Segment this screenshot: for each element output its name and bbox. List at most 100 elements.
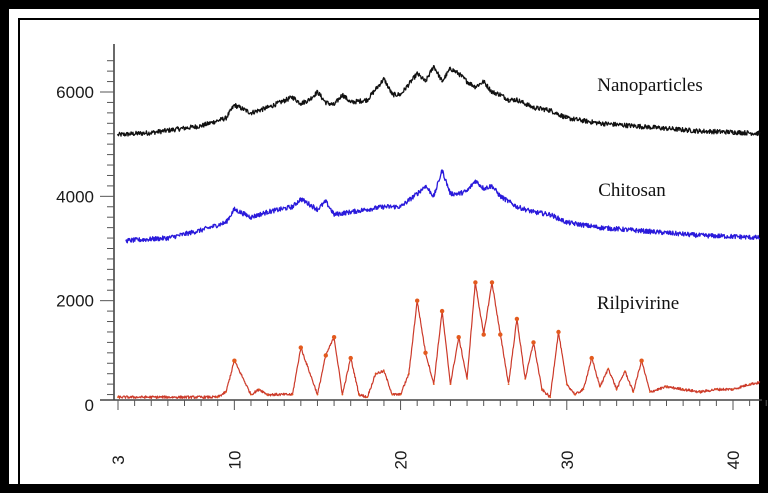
- data-point: [466, 378, 468, 380]
- data-point: [565, 117, 568, 119]
- data-point: [665, 385, 668, 388]
- data-point: [348, 355, 353, 361]
- data-point: [423, 350, 428, 355]
- data-point: [457, 72, 460, 75]
- data-point: [491, 91, 493, 93]
- data-point: [324, 200, 327, 203]
- data-point: [698, 391, 701, 393]
- data-point: [449, 192, 452, 195]
- y-tick-label: 0: [85, 396, 94, 415]
- data-point: [682, 388, 684, 391]
- data-point: [266, 211, 269, 213]
- data-point: [473, 280, 478, 285]
- data-point: [649, 391, 651, 393]
- series-layer: [117, 65, 761, 400]
- data-point: [349, 101, 352, 104]
- data-point: [624, 370, 626, 372]
- data-point: [507, 98, 510, 101]
- data-point: [291, 205, 294, 208]
- data-point: [408, 372, 410, 375]
- data-point: [291, 393, 294, 396]
- data-point: [232, 358, 237, 363]
- data-point: [466, 190, 468, 193]
- data-point: [514, 316, 520, 322]
- data-point: [449, 383, 452, 385]
- data-point: [432, 195, 435, 198]
- data-point: [482, 187, 485, 190]
- series-line: [117, 65, 761, 137]
- data-point: [266, 393, 269, 396]
- x-tick-label: 3: [109, 455, 128, 464]
- data-point: [531, 340, 536, 345]
- data-point: [599, 122, 601, 125]
- data-point: [499, 195, 502, 198]
- data-point: [150, 131, 153, 134]
- data-point: [341, 93, 344, 96]
- data-point: [291, 96, 294, 99]
- data-point: [117, 396, 119, 399]
- data-point: [399, 93, 402, 96]
- data-point: [665, 231, 668, 234]
- data-point: [489, 280, 495, 285]
- chart-panel: [18, 18, 768, 493]
- data-point: [466, 80, 468, 83]
- data-point: [499, 93, 502, 96]
- data-point: [507, 383, 510, 385]
- data-point: [457, 192, 460, 195]
- data-point: [225, 117, 227, 119]
- data-point: [200, 229, 203, 232]
- data-point: [565, 383, 568, 385]
- data-point: [439, 308, 445, 314]
- data-point: [415, 298, 420, 303]
- data-point: [416, 192, 419, 195]
- data-point: [298, 345, 303, 350]
- data-point: [599, 226, 601, 229]
- series-nanoparticles: [117, 65, 761, 137]
- data-point: [258, 388, 261, 391]
- series-line: [117, 281, 761, 400]
- data-point: [323, 353, 328, 358]
- data-point: [416, 72, 419, 75]
- data-point: [366, 98, 369, 101]
- data-point: [233, 104, 236, 106]
- data-point: [432, 383, 435, 385]
- data-point: [698, 234, 701, 237]
- series-label: Rilpivirine: [597, 293, 679, 314]
- x-minor-ticks: [117, 400, 767, 410]
- data-point: [424, 80, 427, 83]
- data-point: [383, 370, 385, 372]
- series-rilpivirine: [117, 280, 761, 400]
- data-point: [374, 372, 377, 375]
- data-point: [665, 127, 668, 130]
- data-point: [167, 237, 169, 240]
- x-tick-label: 10: [225, 451, 244, 470]
- data-point: [216, 396, 219, 399]
- data-point: [366, 396, 369, 399]
- data-point: [498, 332, 503, 337]
- data-point: [250, 393, 252, 396]
- data-point: [391, 393, 394, 396]
- data-point: [441, 169, 443, 172]
- y-minor-ticks: [100, 60, 114, 396]
- data-point: [481, 332, 486, 337]
- data-point: [582, 224, 585, 226]
- data-point: [349, 211, 352, 213]
- data-point: [383, 78, 385, 80]
- data-point: [532, 211, 535, 213]
- data-point: [715, 388, 718, 391]
- y-tick-label: 4000: [56, 187, 94, 206]
- data-point: [698, 130, 701, 133]
- data-point: [491, 185, 493, 187]
- data-point: [549, 109, 552, 112]
- data-point: [607, 367, 610, 370]
- series-label: Nanoparticles: [597, 75, 703, 96]
- data-point: [532, 106, 535, 109]
- data-point: [549, 396, 552, 399]
- data-point: [732, 388, 734, 391]
- data-point: [333, 213, 335, 216]
- x-tick-label: 40: [724, 451, 743, 470]
- data-point: [732, 131, 734, 134]
- data-point: [391, 93, 394, 96]
- data-point: [582, 388, 585, 391]
